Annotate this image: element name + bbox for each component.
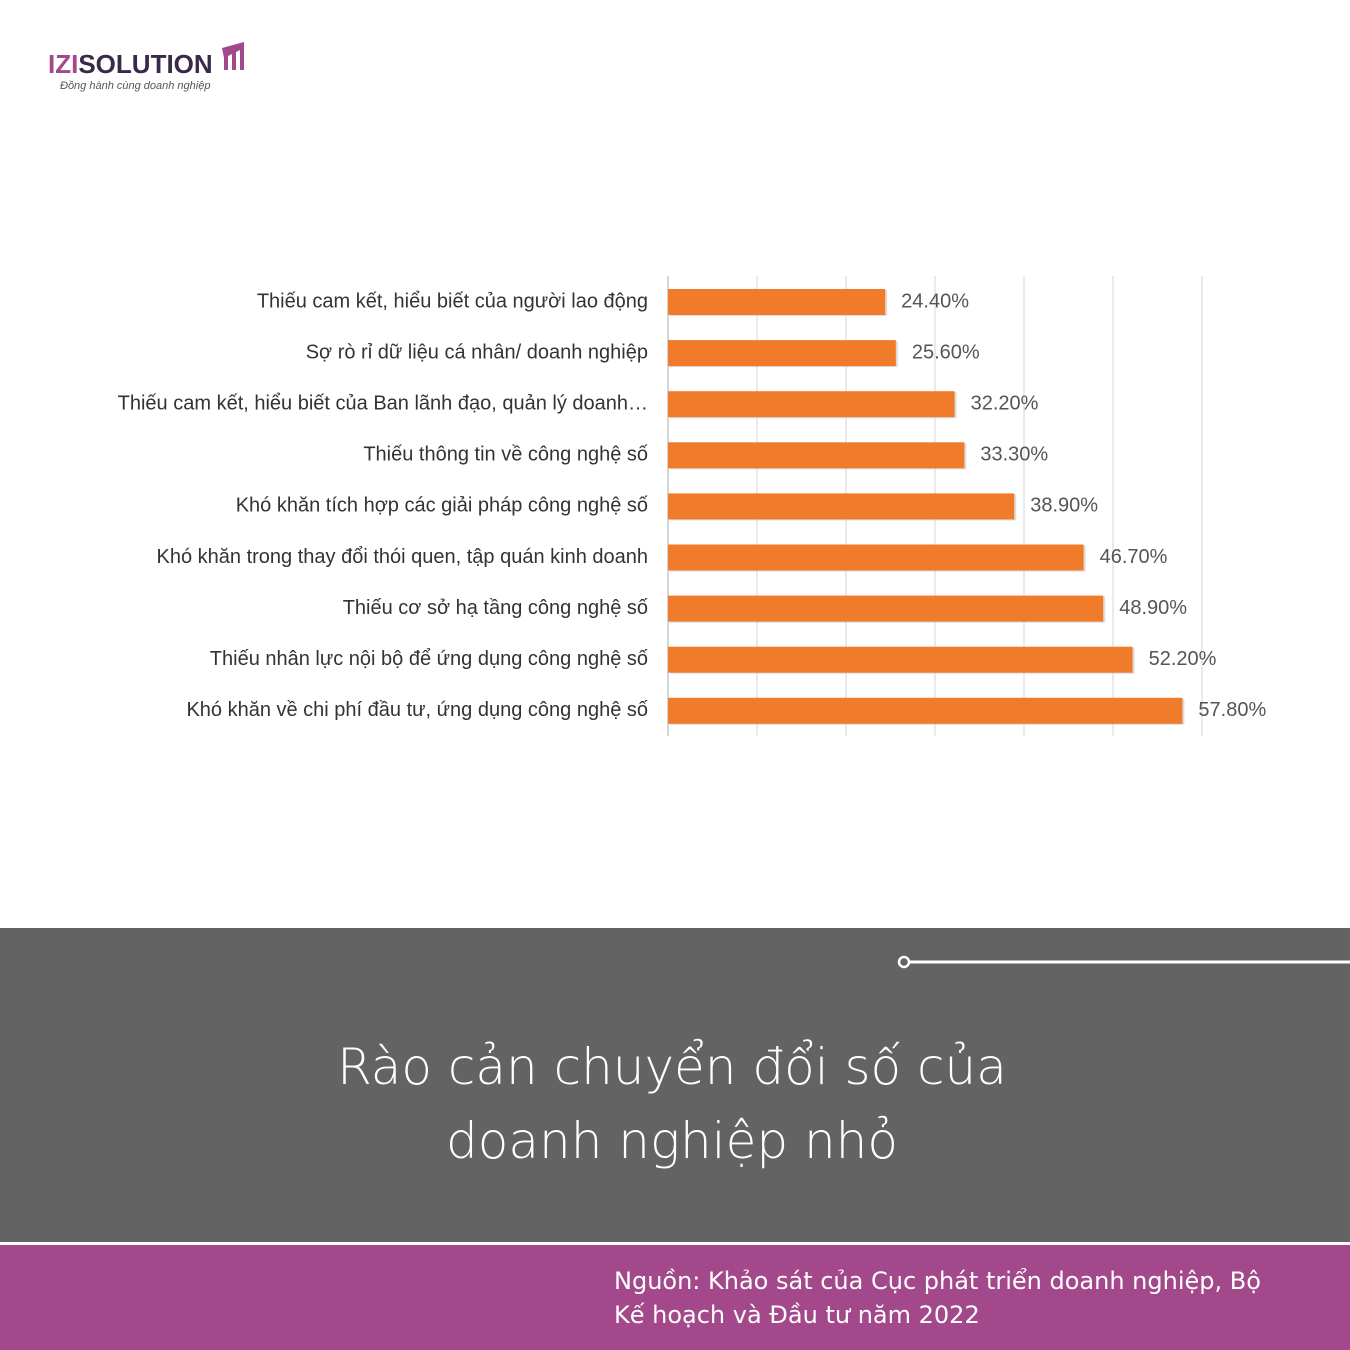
bar	[668, 391, 955, 418]
value-label: 57.80%	[1198, 699, 1266, 721]
chart-title: Rào cản chuyển đổi số của doanh nghiệp n…	[337, 1038, 1007, 1170]
logo-tagline: Đồng hành cùng doanh nghiệp	[60, 80, 210, 92]
y-tick-label: Thiếu thông tin về công nghệ số	[363, 444, 648, 466]
value-label: 38.90%	[1030, 495, 1098, 517]
y-tick-label: Sợ rò rỉ dữ liệu cá nhân/ doanh nghiệp	[306, 341, 648, 363]
bar	[668, 493, 1015, 520]
y-tick-label: Khó khăn về chi phí đầu tư, ứng dụng côn…	[186, 699, 648, 721]
y-tick-label: Thiếu cơ sở hạ tầng công nghệ số	[343, 597, 648, 619]
logo: IZISOLUTION	[48, 49, 213, 79]
value-label: 52.20%	[1149, 648, 1217, 670]
y-tick-label: Thiếu cam kết, hiểu biết của người lao đ…	[257, 290, 648, 312]
bar	[668, 340, 896, 367]
title-banner	[0, 928, 1350, 1242]
bar	[668, 442, 965, 469]
logo-b: SOLUTION	[78, 49, 212, 79]
decor-dot	[897, 955, 911, 969]
source: Nguồn: Khảo sát của Cục phát triển doanh…	[614, 1267, 1261, 1329]
value-label: 48.90%	[1119, 597, 1187, 619]
value-label: 24.40%	[901, 290, 969, 312]
value-label: 46.70%	[1100, 546, 1168, 568]
y-tick-label: Khó khăn trong thay đổi thói quen, tập q…	[157, 546, 649, 568]
bar	[668, 544, 1084, 571]
bar	[668, 646, 1133, 673]
y-tick-label: Thiếu cam kết, hiểu biết của Ban lãnh đạ…	[118, 392, 648, 414]
logo-a: IZI	[48, 49, 78, 79]
value-label: 32.20%	[971, 392, 1039, 414]
value-label: 33.30%	[980, 444, 1048, 466]
bar	[668, 289, 886, 315]
source-banner	[0, 1245, 1350, 1350]
bar	[668, 595, 1104, 622]
bar	[668, 697, 1183, 724]
y-tick-label: Thiếu nhân lực nội bộ để ứng dụng công n…	[210, 648, 648, 670]
value-label: 25.60%	[912, 341, 980, 363]
logo-icon	[222, 42, 244, 70]
y-tick-label: Khó khăn tích hợp các giải pháp công ngh…	[236, 495, 648, 517]
